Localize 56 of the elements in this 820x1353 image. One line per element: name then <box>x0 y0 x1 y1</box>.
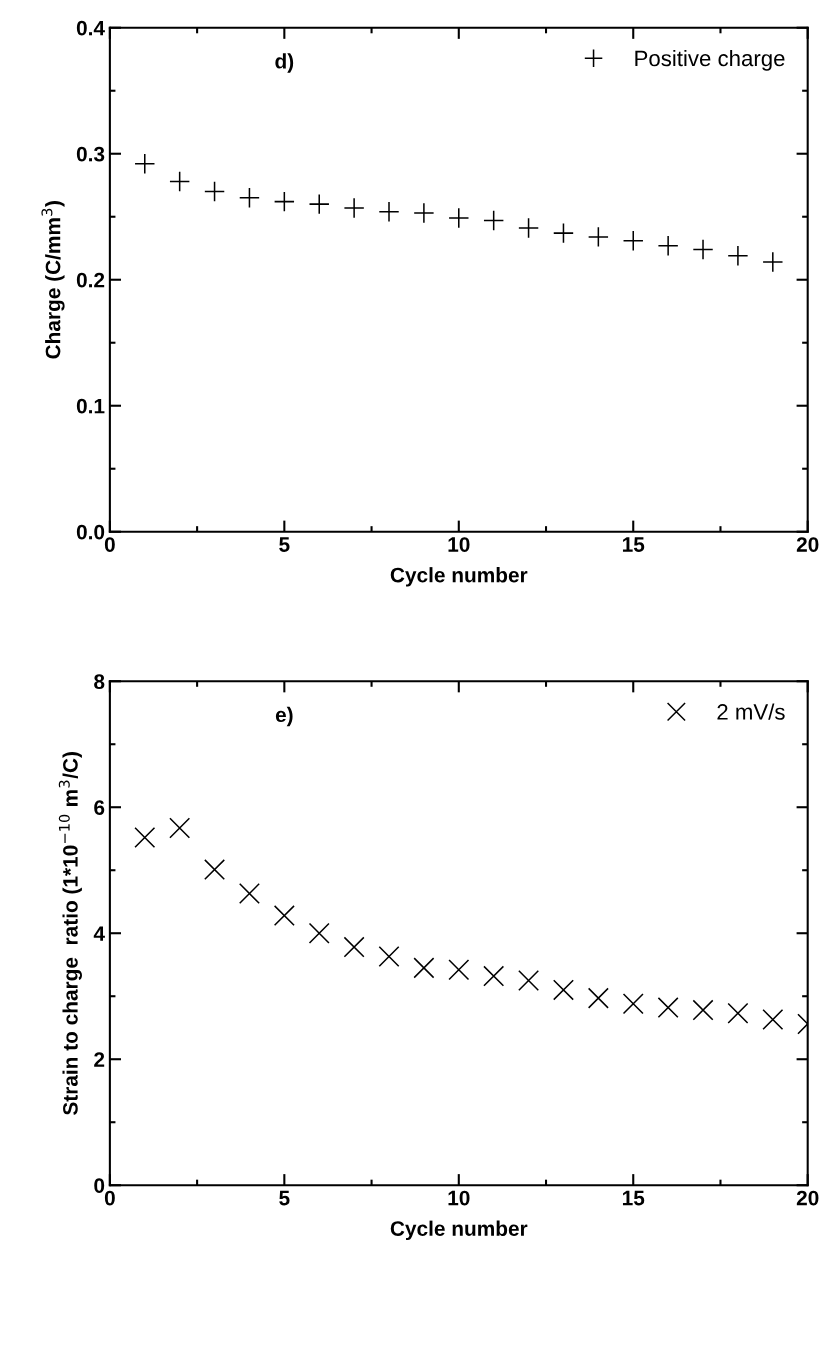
annotation: e) <box>275 706 293 727</box>
point <box>343 936 365 958</box>
point <box>238 187 260 209</box>
y-tick-label: 0 <box>94 1178 105 1193</box>
point <box>518 969 540 991</box>
x-axis-title: Cycle number <box>390 1220 528 1241</box>
point <box>238 883 260 905</box>
point <box>448 959 470 981</box>
point <box>413 957 435 979</box>
x-tick-label: 15 <box>622 1190 645 1206</box>
point <box>169 170 191 192</box>
y-axis-title: Strain to charge ratio (1*10$^{−10}$ m$^{3}$/C) <box>58 752 82 1116</box>
annotation: d) <box>275 53 294 73</box>
x-tick-label: 10 <box>448 1190 470 1206</box>
point <box>483 210 505 232</box>
x-tick-label: 5 <box>279 537 290 552</box>
x-tick-label: 0 <box>104 537 115 552</box>
point <box>587 987 609 1009</box>
point <box>552 979 574 1001</box>
x-tick-label: 0 <box>104 1190 115 1206</box>
point <box>622 993 644 1015</box>
point <box>308 922 330 944</box>
y-tick-label: 8 <box>94 674 105 689</box>
point <box>762 1009 784 1031</box>
legend-label: Positive charge <box>635 49 785 71</box>
y-tick-label: 0.2 <box>76 272 105 288</box>
point <box>727 1002 749 1024</box>
point <box>204 859 226 881</box>
y-tick-label: 0.0 <box>76 524 105 540</box>
point <box>518 217 540 239</box>
point <box>134 826 156 848</box>
x-tick-label: 10 <box>448 537 470 552</box>
point <box>273 905 295 927</box>
y-tick-label: 2 <box>94 1052 105 1067</box>
y-tick-label: 0.4 <box>76 20 105 36</box>
point <box>657 997 679 1019</box>
point <box>692 239 714 260</box>
y-tick-label: 6 <box>94 800 105 815</box>
point <box>587 226 609 248</box>
y-tick-label: 4 <box>93 926 105 941</box>
x-tick-label: 15 <box>622 537 645 552</box>
x-axis-title: Cycle number <box>390 567 528 587</box>
point <box>378 946 400 968</box>
point <box>552 222 574 244</box>
y-axis-title: Charge (C/mm$^{3}$) <box>41 201 65 359</box>
y-tick-label: 0.1 <box>76 398 105 414</box>
legend-label: 2 mV/s <box>717 703 785 720</box>
y-tick-label: 0.3 <box>76 146 105 162</box>
x-tick-label: 20 <box>796 537 819 552</box>
x-tick-label: 5 <box>279 1190 290 1206</box>
point <box>204 181 226 203</box>
point <box>273 191 295 213</box>
point <box>169 817 191 839</box>
x-tick-label: 20 <box>796 1190 819 1206</box>
point <box>483 965 505 987</box>
point <box>692 999 714 1021</box>
